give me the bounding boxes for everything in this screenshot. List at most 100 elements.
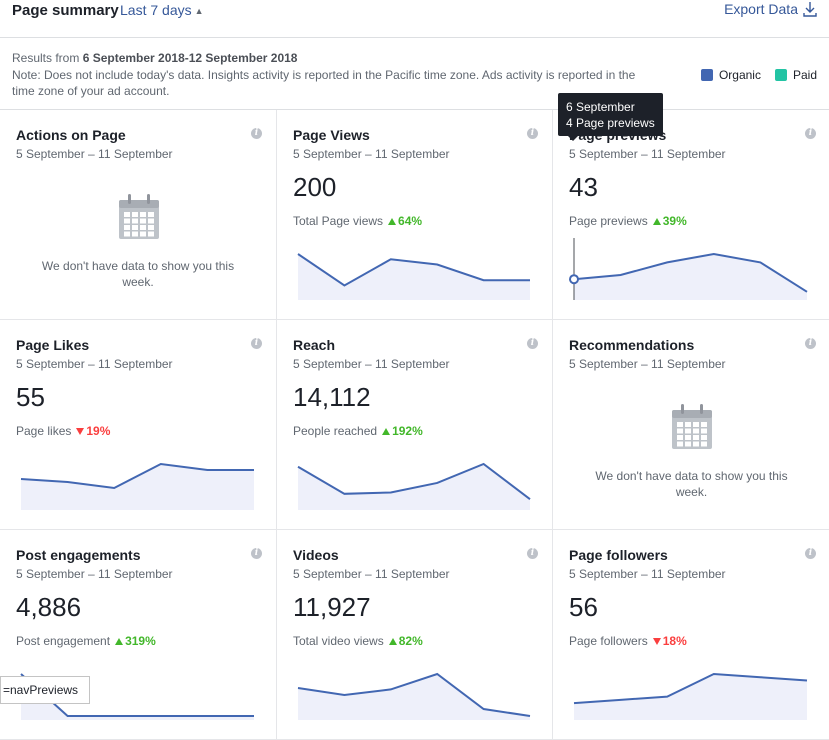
actions-on-page-card[interactable]: Actions on Page 5 September – 11 Septembe…	[0, 110, 277, 320]
recommendations-card[interactable]: Recommendations 5 September – 11 Septembe…	[553, 320, 829, 530]
page-summary-header: Page summary Last 7 days ▲︎ Export Data	[0, 0, 829, 38]
videos-card[interactable]: Videos 5 September – 11 September i 11,927 T…	[277, 530, 553, 740]
sparkline-line	[297, 253, 530, 287]
card-title: Page Views	[293, 127, 370, 143]
metric-subtitle: Post engagement 319%	[16, 634, 156, 648]
info-icon[interactable]: i	[527, 338, 538, 349]
change-indicator: 319%	[115, 634, 156, 648]
sparkline-chart[interactable]	[553, 530, 829, 740]
tooltip-date: 6 September	[566, 100, 635, 114]
metric-value: 56	[569, 592, 598, 622]
trend-up-icon	[115, 637, 124, 645]
card-title: Videos	[293, 547, 339, 563]
hover-point[interactable]	[569, 274, 579, 285]
card-title: Page followers	[569, 547, 668, 563]
card-date-range: 5 September – 11 September	[569, 357, 726, 371]
results-range-text: Results from 6 September 2018-12 Septemb…	[12, 51, 297, 65]
calendar-icon	[118, 194, 159, 239]
metric-subtitle: Page likes 19%	[16, 424, 110, 438]
change-percent: 39%	[662, 214, 687, 228]
change-indicator: 19%	[76, 424, 110, 438]
sparkline-line	[573, 252, 808, 293]
change-percent: 192%	[392, 424, 423, 438]
info-icon[interactable]: i	[251, 128, 262, 139]
sparkline-chart[interactable]	[553, 110, 829, 320]
info-icon[interactable]: i	[805, 338, 816, 349]
status-bar-url: =navPreviews	[0, 676, 90, 704]
metric-value: 4,886	[16, 592, 82, 622]
metric-subtitle: Page followers 18%	[569, 634, 687, 648]
date-range-dropdown[interactable]: Last 7 days ▲︎	[120, 2, 204, 18]
page-previews-card[interactable]: Page previews 5 September – 11 September i…	[553, 110, 829, 320]
metric-value: 55	[16, 382, 45, 412]
sparkline-area	[21, 464, 254, 510]
info-icon[interactable]: i	[805, 548, 816, 559]
organic-swatch	[700, 69, 713, 81]
sparkline-chart[interactable]	[0, 530, 277, 740]
metric-label: Total video views	[293, 634, 384, 648]
page-followers-card[interactable]: Page followers 5 September – 11 September…	[553, 530, 829, 740]
metric-value: 200	[293, 172, 337, 202]
card-title: Actions on Page	[16, 127, 126, 143]
card-date-range: 5 September – 11 September	[569, 567, 726, 581]
metric-value: 43	[569, 172, 598, 202]
change-indicator: 82%	[388, 634, 423, 648]
download-icon	[803, 2, 817, 17]
info-icon[interactable]: i	[527, 548, 538, 559]
paid-swatch	[774, 69, 787, 81]
info-icon[interactable]: i	[527, 128, 538, 139]
sort-caret-icon: ▲︎	[194, 6, 204, 16]
change-indicator: 39%	[652, 214, 687, 228]
trend-up-icon	[382, 427, 391, 435]
sparkline-chart[interactable]	[277, 110, 553, 320]
calendar-icon	[671, 404, 712, 449]
metric-label: Page followers	[569, 634, 648, 648]
page-likes-card[interactable]: Page Likes 5 September – 11 September i 55 P…	[0, 320, 277, 530]
change-percent: 18%	[662, 634, 687, 648]
date-range-label: Last 7 days	[120, 2, 192, 18]
metric-value: 14,112	[293, 382, 371, 412]
card-date-range: 5 September – 11 September	[16, 357, 173, 371]
metric-value: 11,927	[293, 592, 371, 622]
chart-tooltip: 6 September 4 Page previews	[558, 93, 663, 141]
results-prefix: Results from	[12, 51, 83, 65]
card-title: Post engagements	[16, 547, 141, 563]
sparkline-line	[573, 672, 808, 705]
change-percent: 19%	[86, 424, 111, 438]
export-data-link[interactable]: Export Data	[724, 1, 817, 17]
sparkline-chart[interactable]	[0, 320, 277, 530]
sparkline-chart[interactable]	[277, 530, 553, 740]
no-data-message: We don't have data to show you this week…	[41, 259, 235, 289]
post-engagements-card[interactable]: Post engagements 5 September – 11 Septemb…	[0, 530, 277, 740]
card-date-range: 5 September – 11 September	[293, 567, 450, 581]
trend-up-icon	[652, 217, 661, 225]
trend-up-icon	[388, 637, 397, 645]
reach-card[interactable]: Reach 5 September – 11 September i 14,112 Pe…	[277, 320, 553, 530]
page-title: Page summary	[12, 2, 119, 19]
card-date-range: 5 September – 11 September	[16, 147, 173, 161]
trend-down-icon	[76, 427, 85, 435]
tooltip-value: 4 Page previews	[566, 116, 655, 130]
sparkline-area	[574, 674, 807, 720]
metric-subtitle: Total video views 82%	[293, 634, 423, 648]
sparkline-area	[298, 464, 530, 510]
export-data-label: Export Data	[724, 1, 798, 17]
sparkline-line	[297, 462, 531, 501]
change-percent: 64%	[398, 214, 423, 228]
info-icon[interactable]: i	[251, 548, 262, 559]
timezone-note: Note: Does not include today's data. Ins…	[12, 68, 636, 98]
metric-label: Post engagement	[16, 634, 111, 648]
change-percent: 319%	[125, 634, 156, 648]
page-views-card[interactable]: Page Views 5 September – 11 September i 200…	[277, 110, 553, 320]
info-icon[interactable]: i	[805, 128, 816, 139]
change-indicator: 18%	[652, 634, 687, 648]
metric-label: Page previews	[569, 214, 648, 228]
sparkline-line	[20, 462, 254, 490]
no-data-message: We don't have data to show you this week…	[595, 469, 788, 499]
card-title: Recommendations	[569, 337, 695, 353]
sparkline-chart[interactable]	[277, 320, 553, 530]
metric-subtitle: People reached 192%	[293, 424, 423, 438]
change-indicator: 64%	[388, 214, 422, 228]
info-icon[interactable]: i	[251, 338, 262, 349]
metric-subtitle: Page previews 39%	[569, 214, 687, 228]
